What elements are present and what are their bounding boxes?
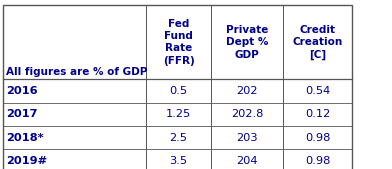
Text: 0.12: 0.12 xyxy=(305,109,330,119)
Text: Fed
Fund
Rate
(FFR): Fed Fund Rate (FFR) xyxy=(163,19,194,66)
Text: 203: 203 xyxy=(236,133,258,143)
Bar xyxy=(3,5,352,169)
Text: 2016: 2016 xyxy=(6,86,38,96)
Text: 202: 202 xyxy=(236,86,258,96)
Text: 204: 204 xyxy=(236,156,258,166)
Text: 2018*: 2018* xyxy=(6,133,44,143)
Text: 0.98: 0.98 xyxy=(305,156,330,166)
Text: 1.25: 1.25 xyxy=(166,109,191,119)
Text: 2.5: 2.5 xyxy=(170,133,187,143)
Text: Credit
Creation
[C]: Credit Creation [C] xyxy=(292,25,343,60)
Text: 3.5: 3.5 xyxy=(169,156,188,166)
Text: Private
Dept %
GDP: Private Dept % GDP xyxy=(226,25,269,60)
Text: 0.98: 0.98 xyxy=(305,133,330,143)
Text: 0.5: 0.5 xyxy=(169,86,188,96)
Text: 2017: 2017 xyxy=(6,109,38,119)
Text: 202.8: 202.8 xyxy=(231,109,263,119)
Text: 0.54: 0.54 xyxy=(305,86,330,96)
Text: All figures are % of GDP: All figures are % of GDP xyxy=(6,67,148,77)
Text: 2019#: 2019# xyxy=(6,156,47,166)
